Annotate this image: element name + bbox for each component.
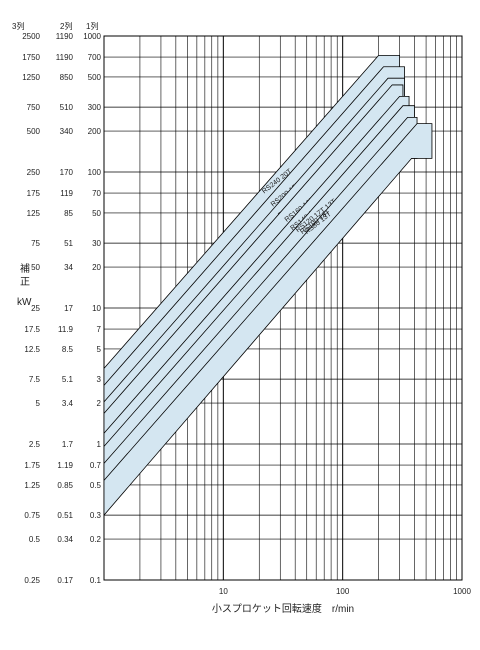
y-tick-label-3row: 750 <box>27 103 41 112</box>
y-tick-label-3row: 175 <box>27 189 41 198</box>
y-tick-label-2row: 170 <box>60 168 74 177</box>
y-tick-label-3row: 75 <box>31 239 40 248</box>
y-tick-label-3row: 1750 <box>22 53 40 62</box>
y-tick-label-2row: 850 <box>60 73 74 82</box>
y-tick-label-2row: 51 <box>64 239 73 248</box>
y-tick-label-2row: 34 <box>64 263 73 272</box>
y-tick-label-2row: 5.1 <box>62 375 74 384</box>
y-tick-label-2row: 0.34 <box>57 535 73 544</box>
y-tick-label-3row: 5 <box>36 399 41 408</box>
y-tick-label-1row: 0.3 <box>90 511 102 520</box>
y-tick-label-2row: 1.19 <box>57 461 73 470</box>
y-tick-label-2row: 340 <box>60 127 74 136</box>
y-tick-label-2row: 0.17 <box>57 576 73 585</box>
x-axis-title: 小スプロケット回転速度 r/min <box>212 602 354 615</box>
column-header-1: 1列 <box>86 21 98 31</box>
x-tick-label: 10 <box>219 587 228 596</box>
y-tick-label-1row: 0.5 <box>90 481 102 490</box>
y-tick-label-1row: 100 <box>88 168 102 177</box>
y-tick-label-2row: 1.7 <box>62 440 74 449</box>
y-tick-label-2row: 0.85 <box>57 481 73 490</box>
column-header-2: 2列 <box>60 21 72 31</box>
y-tick-label-1row: 7 <box>97 325 102 334</box>
y-tick-label-1row: 200 <box>88 127 102 136</box>
plot-area: RS240 20TRS200 15TRS180 20T 17TRS160 16T… <box>103 35 463 581</box>
column-header-3: 3列 <box>12 21 24 31</box>
y-tick-label-3row: 50 <box>31 263 40 272</box>
y-axis-label-2: 正 <box>20 277 30 288</box>
y-tick-label-3row: 0.5 <box>29 535 41 544</box>
y-tick-label-3row: 7.5 <box>29 375 41 384</box>
y-tick-label-1row: 1 <box>97 440 102 449</box>
y-tick-label-3row: 1.25 <box>24 481 40 490</box>
y-tick-label-2row: 0.51 <box>57 511 73 520</box>
y-tick-label-2row: 17 <box>64 304 73 313</box>
y-tick-label-3row: 500 <box>27 127 41 136</box>
y-axis-label-1: 補 <box>20 262 30 275</box>
y-tick-label-3row: 2500 <box>22 32 40 41</box>
y-tick-label-1row: 50 <box>92 209 101 218</box>
x-tick-labels: 10 100 1000 <box>219 587 472 596</box>
y-tick-label-3row: 250 <box>27 168 41 177</box>
y-tick-label-2row: 1190 <box>56 32 74 41</box>
y-tick-label-2row: 11.9 <box>58 325 74 334</box>
y-tick-label-1row: 3 <box>97 375 102 384</box>
band-rs80 <box>103 123 433 517</box>
y-tick-label-3row: 1.75 <box>24 461 40 470</box>
y-tick-label-1row: 700 <box>88 53 102 62</box>
y-tick-label-3row: 1250 <box>22 73 40 82</box>
y-tick-label-3row: 17.5 <box>24 325 40 334</box>
y-tick-label-2row: 510 <box>60 103 74 112</box>
x-tick-label: 100 <box>336 587 350 596</box>
y-tick-label-2row: 85 <box>64 209 73 218</box>
y-tick-label-1row: 0.7 <box>90 461 102 470</box>
y-tick-label-1row: 1000 <box>83 32 101 41</box>
y-tick-label-1row: 10 <box>92 304 101 313</box>
y-tick-label-3row: 0.25 <box>24 576 40 585</box>
x-tick-label: 1000 <box>453 587 471 596</box>
y-tick-label-1row: 70 <box>92 189 101 198</box>
y-tick-label-2row: 8.5 <box>62 345 74 354</box>
y-tick-label-1row: 5 <box>97 345 102 354</box>
y-tick-label-1row: 20 <box>92 263 101 272</box>
y-tick-label-1row: 500 <box>88 73 102 82</box>
y-tick-label-1row: 30 <box>92 239 101 248</box>
y-tick-label-3row: 25 <box>31 304 40 313</box>
y-tick-label-1row: 0.1 <box>90 576 102 585</box>
y-tick-label-2row: 3.4 <box>62 399 74 408</box>
y-tick-label-3row: 0.75 <box>24 511 40 520</box>
y-tick-label-3row: 12.5 <box>24 345 40 354</box>
y-tick-label-2row: 119 <box>60 189 73 198</box>
y-tick-label-1row: 2 <box>97 399 102 408</box>
y-tick-label-1row: 0.2 <box>90 535 102 544</box>
y-tick-label-3row: 125 <box>27 209 41 218</box>
y-tick-label-1row: 300 <box>88 103 102 112</box>
y-tick-label-3row: 2.5 <box>29 440 41 449</box>
y-axis-unit: kW <box>17 297 32 308</box>
y-tick-label-2row: 1190 <box>56 53 74 62</box>
